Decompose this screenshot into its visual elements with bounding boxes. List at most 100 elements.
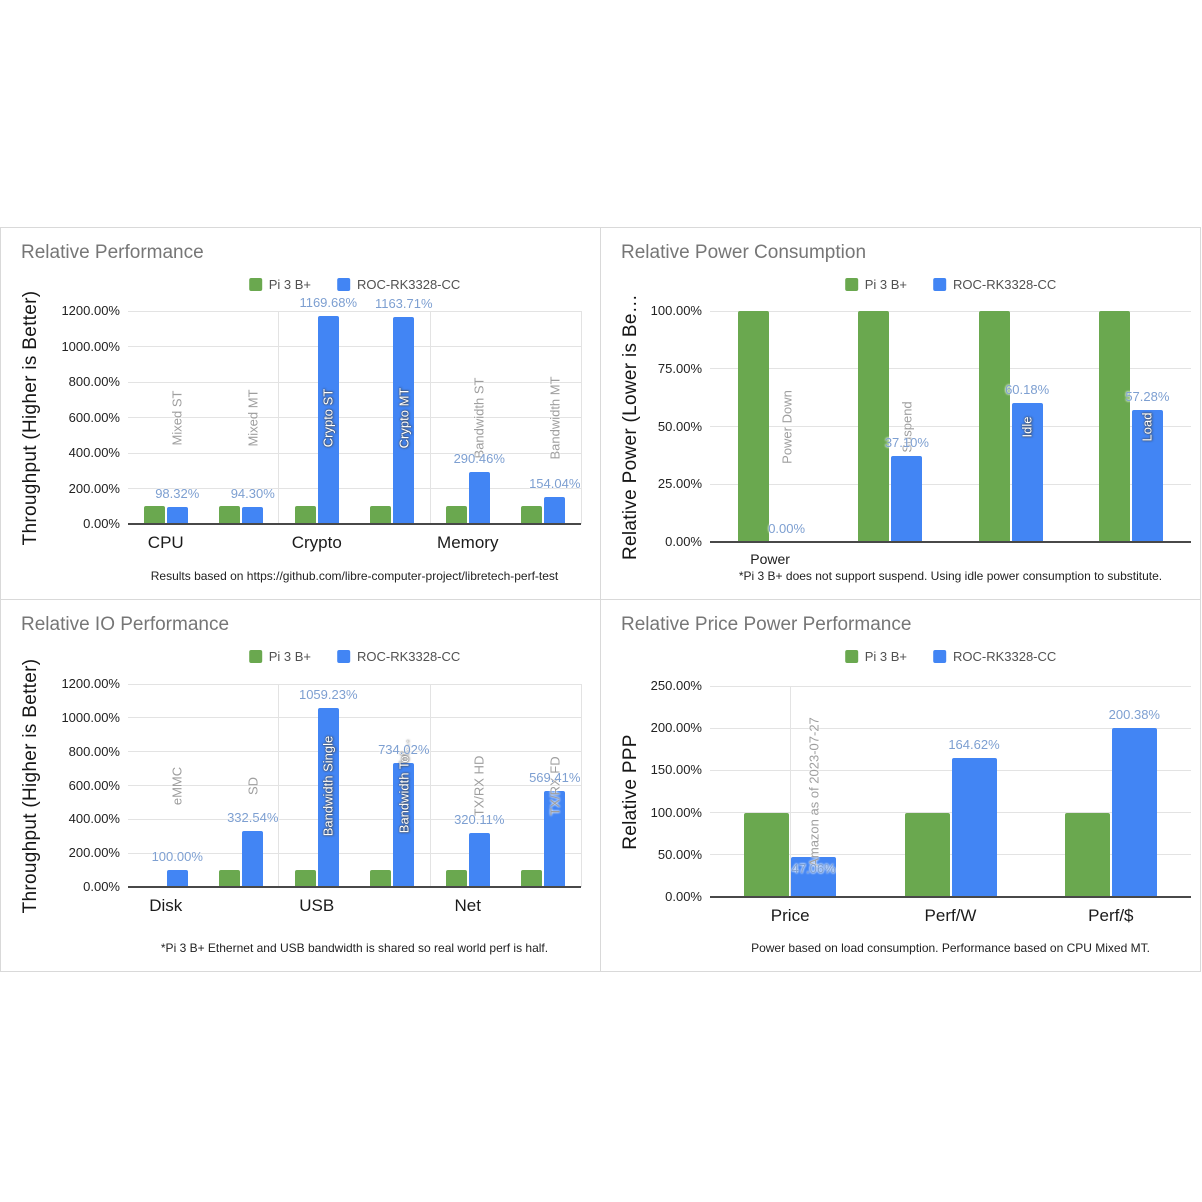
y-tick-label: 1000.00% — [61, 338, 120, 354]
value-label: 1169.68% — [299, 295, 358, 311]
legend-swatch-icon — [932, 650, 946, 663]
bar-roc — [951, 758, 997, 897]
value-label: 100.00% — [151, 849, 203, 865]
value-label: 569.41% — [529, 769, 581, 785]
value-label: 98.32% — [155, 485, 200, 501]
v-gridline — [429, 311, 431, 524]
y-tick-label: 0.00% — [83, 516, 120, 531]
legend-swatch-icon — [844, 650, 858, 663]
bar-pi3b — [521, 870, 543, 887]
y-gridline — [128, 488, 581, 489]
y-tick-label: 25.00% — [657, 476, 702, 492]
y-tick-label: 400.00% — [68, 811, 120, 827]
bar-roc — [1011, 402, 1043, 542]
bar-annotation: Load — [1139, 412, 1155, 441]
bar-pi3b — [744, 812, 790, 897]
bar-roc — [317, 316, 339, 524]
bar-annotation: Bandwidth MT — [547, 375, 563, 460]
y-tick-label: 250.00% — [650, 678, 702, 693]
value-label: 734.02% — [378, 741, 430, 757]
legend-swatch-icon — [932, 278, 946, 291]
chart-title: Relative Power Consumption — [621, 242, 867, 263]
y-gridline — [710, 769, 1191, 771]
y-axis-title: Relative PPP — [620, 733, 641, 850]
x-category-label: Power — [750, 551, 790, 567]
x-category-label: Price — [770, 906, 810, 925]
v-gridline — [580, 311, 582, 524]
y-tick-label: 1000.00% — [61, 709, 120, 725]
legend-swatch-icon — [248, 278, 262, 291]
legend-item-pi3b: Pi 3 B+ — [844, 649, 907, 664]
value-label: 37.10% — [884, 435, 929, 451]
bar-pi3b — [978, 311, 1010, 542]
y-gridline — [128, 818, 581, 820]
bar-annotation: Bandwidth ST — [471, 377, 487, 458]
y-gridline — [128, 346, 581, 347]
x-category-label: CPU — [147, 533, 184, 552]
bar-pi3b — [219, 506, 241, 524]
chart-panel-relative-price-power-performance: Relative Price Power Performance Pi 3 B+… — [601, 600, 1201, 972]
chart-title: Relative Price Power Performance — [621, 614, 912, 635]
x-category-label: Perf/W — [924, 906, 977, 925]
legend-label: Pi 3 B+ — [864, 277, 907, 292]
bar-pi3b — [904, 812, 950, 897]
bar-roc — [791, 857, 837, 897]
x-axis-baseline — [710, 896, 1191, 898]
y-tick-label: 600.00% — [68, 777, 120, 793]
y-gridline — [128, 751, 581, 753]
bar-roc — [393, 762, 415, 887]
bar-roc — [891, 456, 923, 542]
y-gridline — [710, 854, 1191, 856]
value-label: 60.18% — [1005, 381, 1050, 397]
charts-grid: Relative Performance Pi 3 B+ ROC-RK3328-C… — [0, 227, 1201, 972]
legend-swatch-icon — [336, 650, 350, 663]
x-category-label: Crypto — [291, 533, 342, 552]
value-label: 332.54% — [227, 809, 279, 825]
bar-roc — [393, 317, 415, 524]
legend-swatch-icon — [248, 650, 262, 663]
y-gridline — [128, 452, 581, 454]
bar-roc — [242, 507, 264, 524]
bar-pi3b — [219, 870, 241, 887]
legend-item-roc: ROC-RK3328-CC — [336, 277, 460, 292]
bar-pi3b — [370, 506, 392, 524]
value-label: 0.00% — [768, 521, 806, 536]
y-tick-label: 100.00% — [650, 303, 702, 318]
chart-legend: Pi 3 B+ ROC-RK3328-CC — [844, 649, 1056, 664]
x-category-label: Net — [454, 896, 481, 915]
x-axis-baseline — [128, 886, 581, 888]
chart-footnote: Power based on load consumption. Perform… — [751, 941, 1150, 955]
legend-item-pi3b: Pi 3 B+ — [844, 277, 907, 292]
bar-annotation: Crypto ST — [320, 388, 336, 447]
bar-pi3b — [521, 506, 543, 524]
bar-pi3b — [294, 870, 316, 887]
y-tick-label: 0.00% — [83, 879, 120, 894]
y-tick-label: 1200.00% — [61, 676, 120, 691]
y-gridline — [710, 727, 1191, 729]
value-label: 47.06% — [791, 861, 836, 877]
chart-legend: Pi 3 B+ ROC-RK3328-CC — [844, 277, 1056, 292]
chart-legend: Pi 3 B+ ROC-RK3328-CC — [248, 649, 460, 664]
y-tick-label: 200.00% — [68, 845, 120, 861]
bar-annotation: SD — [245, 776, 261, 795]
legend-label: Pi 3 B+ — [268, 277, 311, 292]
y-tick-label: 200.00% — [650, 720, 702, 736]
value-label: 200.38% — [1108, 706, 1160, 722]
bar-annotation: Idle — [1019, 416, 1035, 437]
value-label: 1059.23% — [298, 686, 358, 702]
y-tick-label: 75.00% — [657, 360, 702, 376]
chart-title: Relative IO Performance — [21, 614, 230, 635]
y-gridline — [128, 417, 581, 418]
value-label: 290.46% — [453, 451, 505, 467]
x-axis-baseline — [710, 541, 1191, 543]
legend-item-roc: ROC-RK3328-CC — [932, 649, 1056, 664]
y-tick-label: 50.00% — [657, 846, 702, 862]
bar-annotation: Mixed ST — [169, 390, 185, 445]
y-gridline — [128, 785, 581, 786]
v-gridline — [429, 684, 431, 887]
x-axis-baseline — [128, 523, 581, 525]
bar-roc — [468, 472, 490, 524]
bar-annotation: Amazon as of 2023-07-27 — [806, 716, 822, 867]
y-tick-label: 800.00% — [68, 374, 120, 389]
